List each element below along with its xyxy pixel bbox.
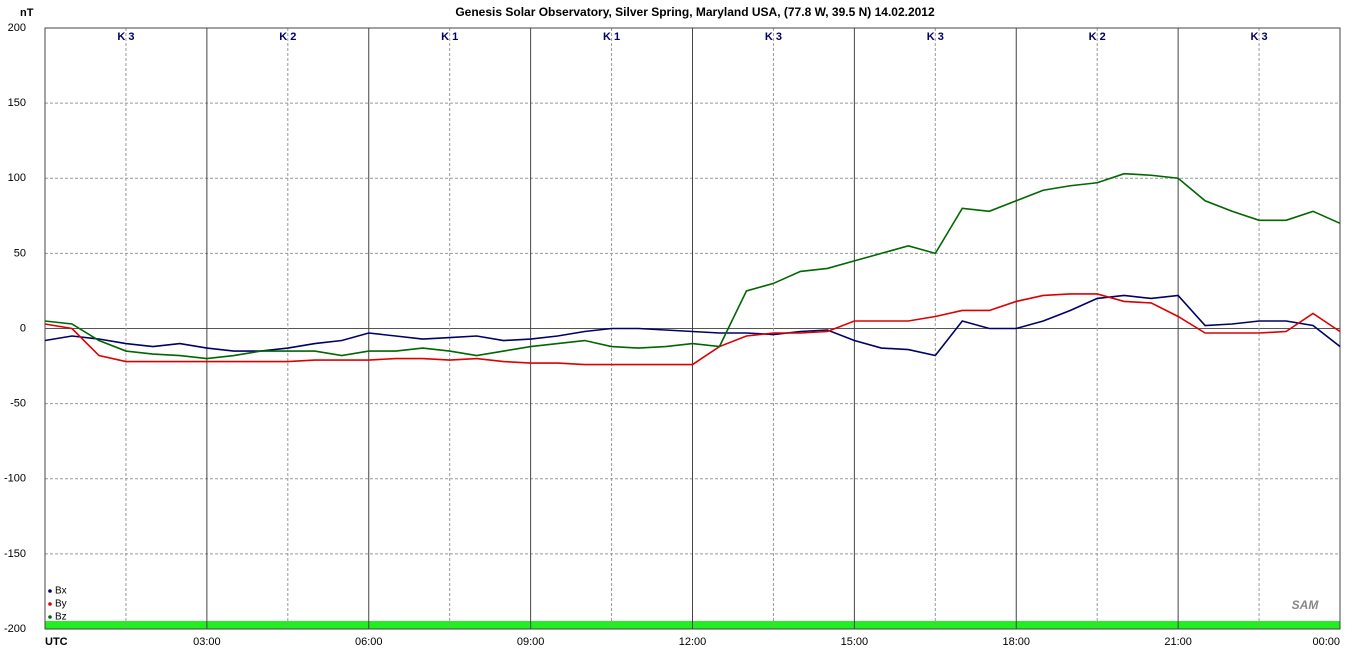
y-tick-label: -50 [10,398,26,410]
plot-frame [44,27,1341,630]
legend-marker [48,615,52,619]
x-tick-label: UTC [45,636,68,648]
k-index-label: K 3 [927,31,944,43]
legend-label: By [55,599,67,610]
x-tick-label: 09:00 [517,636,545,648]
k-index-label: K 2 [279,31,296,43]
x-tick-label: 18:00 [1002,636,1030,648]
legend-label: Bz [55,612,67,623]
legend-marker [48,602,52,606]
x-tick-label: 15:00 [841,636,869,648]
y-tick-label: 100 [8,172,26,184]
y-axis-label: nT [20,7,34,19]
series-line [44,293,1341,366]
legend-label: Bx [55,586,67,597]
k-index-label: K 3 [1251,31,1268,43]
k-index-label: K 2 [1089,31,1106,43]
y-tick-label: 0 [20,322,26,334]
k-index-label: K 3 [765,31,782,43]
series-line [44,172,1341,360]
x-tick-label: 06:00 [355,636,383,648]
y-tick-label: -100 [4,473,26,485]
y-tick-label: 50 [14,247,26,259]
y-tick-label: -200 [4,623,26,635]
logo: SAM [1292,598,1320,612]
x-tick-label: 21:00 [1164,636,1192,648]
k-index-label: K 1 [603,31,620,43]
x-tick-label: 00:00 [1312,636,1340,648]
x-tick-label: 03:00 [193,636,221,648]
y-tick-label: -150 [4,548,26,560]
chart-title: Genesis Solar Observatory, Silver Spring… [455,5,935,19]
k-index-label: K 1 [441,31,458,43]
k-index-label: K 3 [117,31,134,43]
y-tick-label: 150 [8,97,26,109]
legend-marker [48,589,52,593]
x-tick-label: 12:00 [679,636,707,648]
y-tick-label: 200 [8,22,26,34]
